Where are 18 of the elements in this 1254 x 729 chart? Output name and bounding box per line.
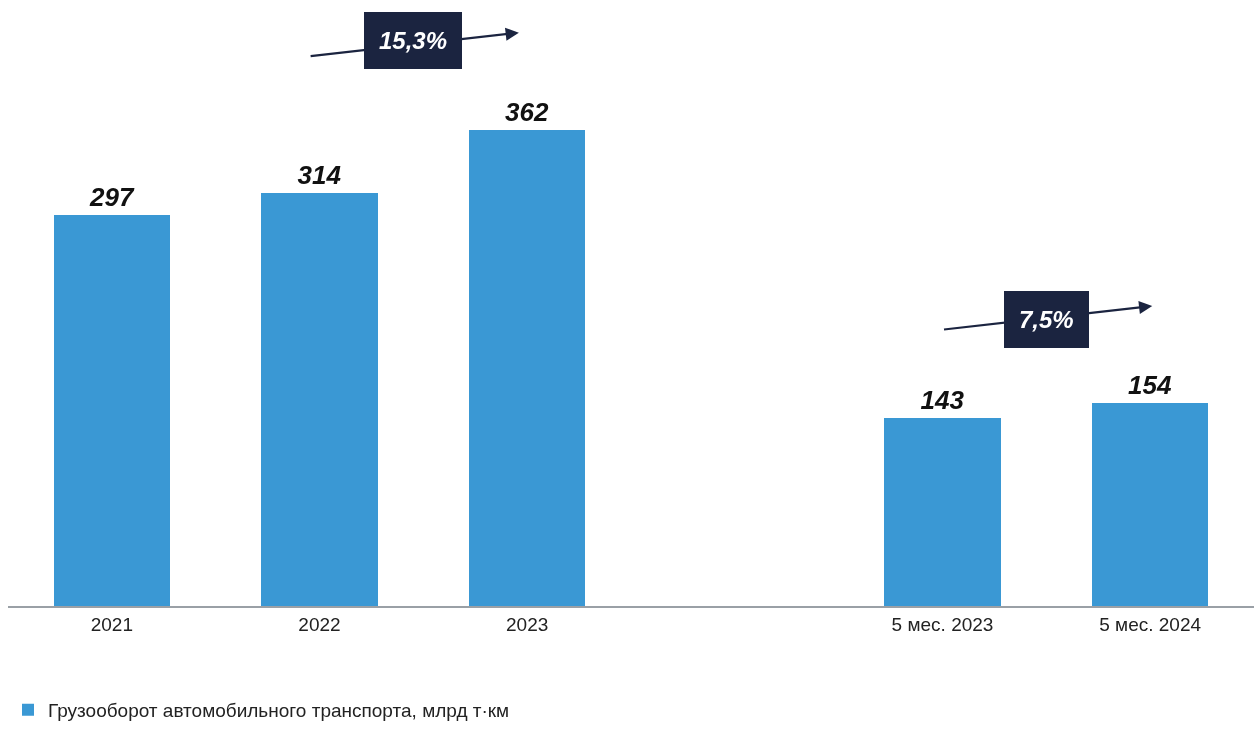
annotation: 7,5% <box>1019 306 1074 333</box>
data-label: 362 <box>505 97 549 127</box>
legend-label: Грузооборот автомобильного транспорта, млрд т·км <box>48 700 510 722</box>
data-label: 314 <box>297 160 342 190</box>
bar <box>469 130 585 606</box>
data-label: 143 <box>920 385 965 415</box>
data-label: 297 <box>89 182 135 212</box>
bar <box>884 418 1001 606</box>
bar <box>261 193 378 606</box>
bar <box>54 215 170 606</box>
bar <box>1092 403 1208 606</box>
text: 15,3% <box>379 27 448 54</box>
x-tick-label: 5 мес. 2023 <box>891 613 994 635</box>
data-label: 154 <box>1128 370 1172 400</box>
x-tick-label: 5 мес. 2024 <box>1099 613 1202 635</box>
x-tick-label: 2022 <box>298 613 341 635</box>
x-tick-label: 2023 <box>506 613 549 635</box>
x-tick-label: 2021 <box>90 613 133 635</box>
